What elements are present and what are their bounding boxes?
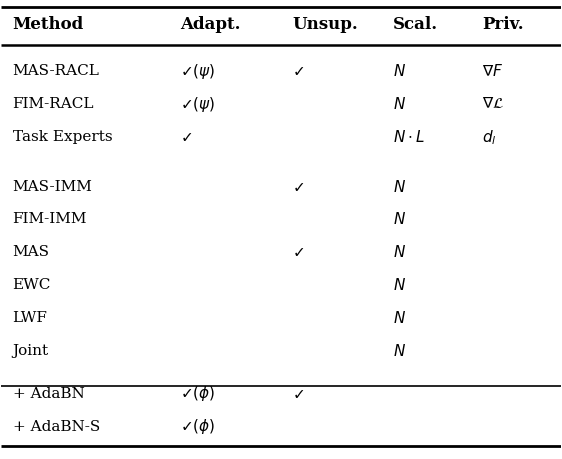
- Text: FIM-RACL: FIM-RACL: [12, 97, 94, 111]
- Text: $\checkmark$: $\checkmark$: [180, 130, 193, 144]
- Text: $\checkmark$: $\checkmark$: [292, 245, 305, 259]
- Text: $\checkmark(\psi)$: $\checkmark(\psi)$: [180, 62, 216, 81]
- Text: Priv.: Priv.: [482, 16, 524, 33]
- Text: $\nabla F$: $\nabla F$: [482, 63, 504, 79]
- Text: $\checkmark(\psi)$: $\checkmark(\psi)$: [180, 95, 216, 113]
- Text: MAS-RACL: MAS-RACL: [12, 64, 99, 78]
- Text: $N$: $N$: [393, 63, 406, 79]
- Text: Joint: Joint: [12, 343, 49, 358]
- Text: $\checkmark$: $\checkmark$: [292, 179, 305, 193]
- Text: EWC: EWC: [12, 278, 51, 291]
- Text: $\checkmark$: $\checkmark$: [292, 64, 305, 78]
- Text: $N$: $N$: [393, 342, 406, 358]
- Text: $\checkmark(\phi)$: $\checkmark(\phi)$: [180, 416, 216, 436]
- Text: + AdaBN: + AdaBN: [12, 386, 84, 400]
- Text: Adapt.: Adapt.: [180, 16, 241, 33]
- Text: LWF: LWF: [12, 311, 47, 325]
- Text: $\checkmark(\phi)$: $\checkmark(\phi)$: [180, 384, 216, 403]
- Text: $N$: $N$: [393, 244, 406, 260]
- Text: MAS: MAS: [12, 245, 49, 259]
- Text: $N$: $N$: [393, 277, 406, 293]
- Text: FIM-IMM: FIM-IMM: [12, 212, 87, 226]
- Text: MAS-IMM: MAS-IMM: [12, 179, 92, 193]
- Text: $d_l$: $d_l$: [482, 128, 497, 146]
- Text: $N$: $N$: [393, 96, 406, 112]
- Text: $N \cdot L$: $N \cdot L$: [393, 129, 425, 145]
- Text: $N$: $N$: [393, 178, 406, 194]
- Text: $N$: $N$: [393, 211, 406, 227]
- Text: Task Experts: Task Experts: [12, 130, 112, 144]
- Text: Scal.: Scal.: [393, 16, 438, 33]
- Text: Method: Method: [12, 16, 84, 33]
- Text: $\nabla \mathcal{L}$: $\nabla \mathcal{L}$: [482, 97, 505, 111]
- Text: Unsup.: Unsup.: [292, 16, 358, 33]
- Text: $\checkmark$: $\checkmark$: [292, 386, 305, 400]
- Text: $N$: $N$: [393, 309, 406, 325]
- Text: + AdaBN-S: + AdaBN-S: [12, 419, 100, 433]
